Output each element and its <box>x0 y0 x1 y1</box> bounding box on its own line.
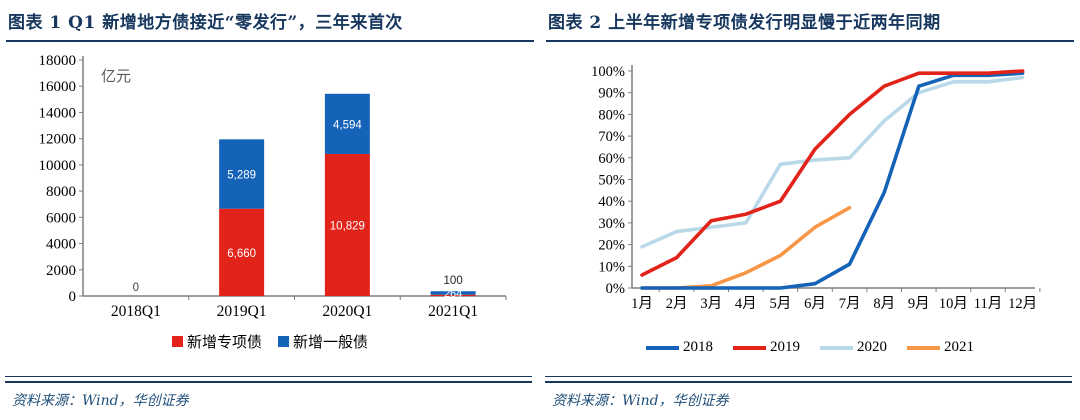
y-tick-label: 90% <box>598 86 625 102</box>
legend-label: 新增一般债 <box>293 335 369 351</box>
y-tick-label: 40% <box>598 194 625 210</box>
bar-chart-legend: 新增专项债 新增一般债 <box>0 331 540 352</box>
y-tick-label: 14000 <box>39 105 77 121</box>
bar-segment-新增专项债 <box>219 208 265 296</box>
x-tick-label: 10月 <box>939 296 968 312</box>
line-chart-legend: 2018 2019 2020 2021 <box>540 339 1080 356</box>
bar-segment-新增一般债 <box>430 291 476 295</box>
legend-label: 2020 <box>857 339 887 355</box>
legend-swatch <box>171 336 183 347</box>
bar-value-label: 5,289 <box>227 170 256 182</box>
y-tick-label: 4000 <box>46 237 76 253</box>
y-tick-label: 60% <box>598 151 625 167</box>
y-tick-label: 100% <box>591 64 625 80</box>
y-tick-label: 16000 <box>39 79 77 95</box>
legend-item-2018: 2018 <box>646 339 713 356</box>
legend-swatch <box>907 345 940 350</box>
y-tick-label: 10000 <box>39 158 77 174</box>
legend-swatch <box>646 345 679 350</box>
category-label: 2018Q1 <box>111 303 161 320</box>
y-tick-label: 0 <box>69 289 77 305</box>
x-tick-label: 9月 <box>908 296 930 312</box>
legend-item-2019: 2019 <box>733 339 800 356</box>
y-tick-label: 20% <box>598 238 625 254</box>
bar-value-label: 4,594 <box>333 119 362 131</box>
panel-bar-chart: 图表 1 Q1 新增地方债接近“零发行”，三年来首次 0 2000 4000 6000… <box>0 6 540 409</box>
bar-chart: 0 2000 4000 6000 8000 10000 12000 14000 16000 180… <box>39 53 507 320</box>
source-text-left: 资料来源：Wind，华创证券 <box>12 393 189 409</box>
x-tick-label: 11月 <box>974 296 1002 312</box>
y-tick-label: 2000 <box>46 263 76 279</box>
y-tick-label: 0% <box>606 281 625 297</box>
legend-swatch <box>278 336 289 347</box>
chart1-title: 图表 1 Q1 新增地方债接近“零发行”，三年来首次 <box>6 6 534 42</box>
source-divider-left <box>5 376 532 383</box>
bar-value-label: 264 <box>444 288 462 300</box>
legend-item-2021: 2021 <box>907 339 974 356</box>
y-tick-label: 80% <box>598 107 625 123</box>
y-tick-label: 6000 <box>46 210 76 226</box>
x-tick-label: 2月 <box>666 296 688 312</box>
x-tick-label: 4月 <box>735 296 757 312</box>
category-label: 2021Q1 <box>428 303 478 320</box>
legend-label: 2021 <box>944 339 974 355</box>
chart2-title: 图表 2 上半年新增专项债发行明显慢于近两年同期 <box>546 6 1074 42</box>
panel-line-chart: 图表 2 上半年新增专项债发行明显慢于近两年同期 0% 10% 20% 30% 40% 5… <box>540 0 1080 420</box>
bar-value-label-above: 100 <box>444 275 463 287</box>
y-tick-label: 10% <box>598 259 625 275</box>
y-tick-label: 30% <box>598 216 625 232</box>
y-tick-label: 50% <box>598 173 625 189</box>
line-2020 <box>640 75 1025 249</box>
x-tick-label: 5月 <box>770 296 792 312</box>
legend-item-2020: 2020 <box>820 339 887 356</box>
legend-label: 2019 <box>770 339 800 355</box>
line-2019 <box>640 69 1025 277</box>
line-2018 <box>640 71 1025 290</box>
legend-label: 2018 <box>683 339 713 355</box>
x-tick-label: 12月 <box>1008 296 1037 312</box>
bar-segment-新增一般债 <box>219 139 265 209</box>
legend-item-新增专项债: 新增专项债 <box>171 331 262 352</box>
unit-label: 亿元 <box>101 68 131 85</box>
bar-value-label: 10,829 <box>330 221 365 233</box>
bar-value-label: 6,660 <box>227 248 256 260</box>
x-tick-label: 1月 <box>631 296 653 312</box>
legend-item-新增一般债: 新增一般债 <box>278 331 368 352</box>
category-label: 2019Q1 <box>217 303 267 320</box>
x-tick-label: 3月 <box>700 296 722 312</box>
bar-segment-新增一般债 <box>324 93 370 155</box>
legend-swatch <box>820 345 853 350</box>
y-tick-label: 18000 <box>39 53 77 69</box>
y-tick-label: 12000 <box>39 132 77 148</box>
x-tick-label: 6月 <box>804 296 826 312</box>
category-label: 2020Q1 <box>322 303 372 320</box>
source-divider-right <box>545 376 1072 383</box>
line-chart: 0% 10% 20% 30% 40% 50% 60% 70% 80% 90% 100% 1月 2月 3月 4… <box>591 64 1041 312</box>
bar-segment-新增专项债 <box>324 154 370 296</box>
legend-swatch <box>733 345 766 350</box>
y-tick-label: 8000 <box>46 184 76 200</box>
source-text-right: 资料来源：Wind，华创证券 <box>552 393 729 409</box>
y-tick-label: 70% <box>598 129 625 145</box>
bar-segment-新增专项债 <box>430 294 476 296</box>
x-tick-label: 8月 <box>873 296 895 312</box>
x-tick-label: 7月 <box>839 296 861 312</box>
zero-label: 0 <box>133 282 139 294</box>
legend-label: 新增专项债 <box>186 335 262 351</box>
